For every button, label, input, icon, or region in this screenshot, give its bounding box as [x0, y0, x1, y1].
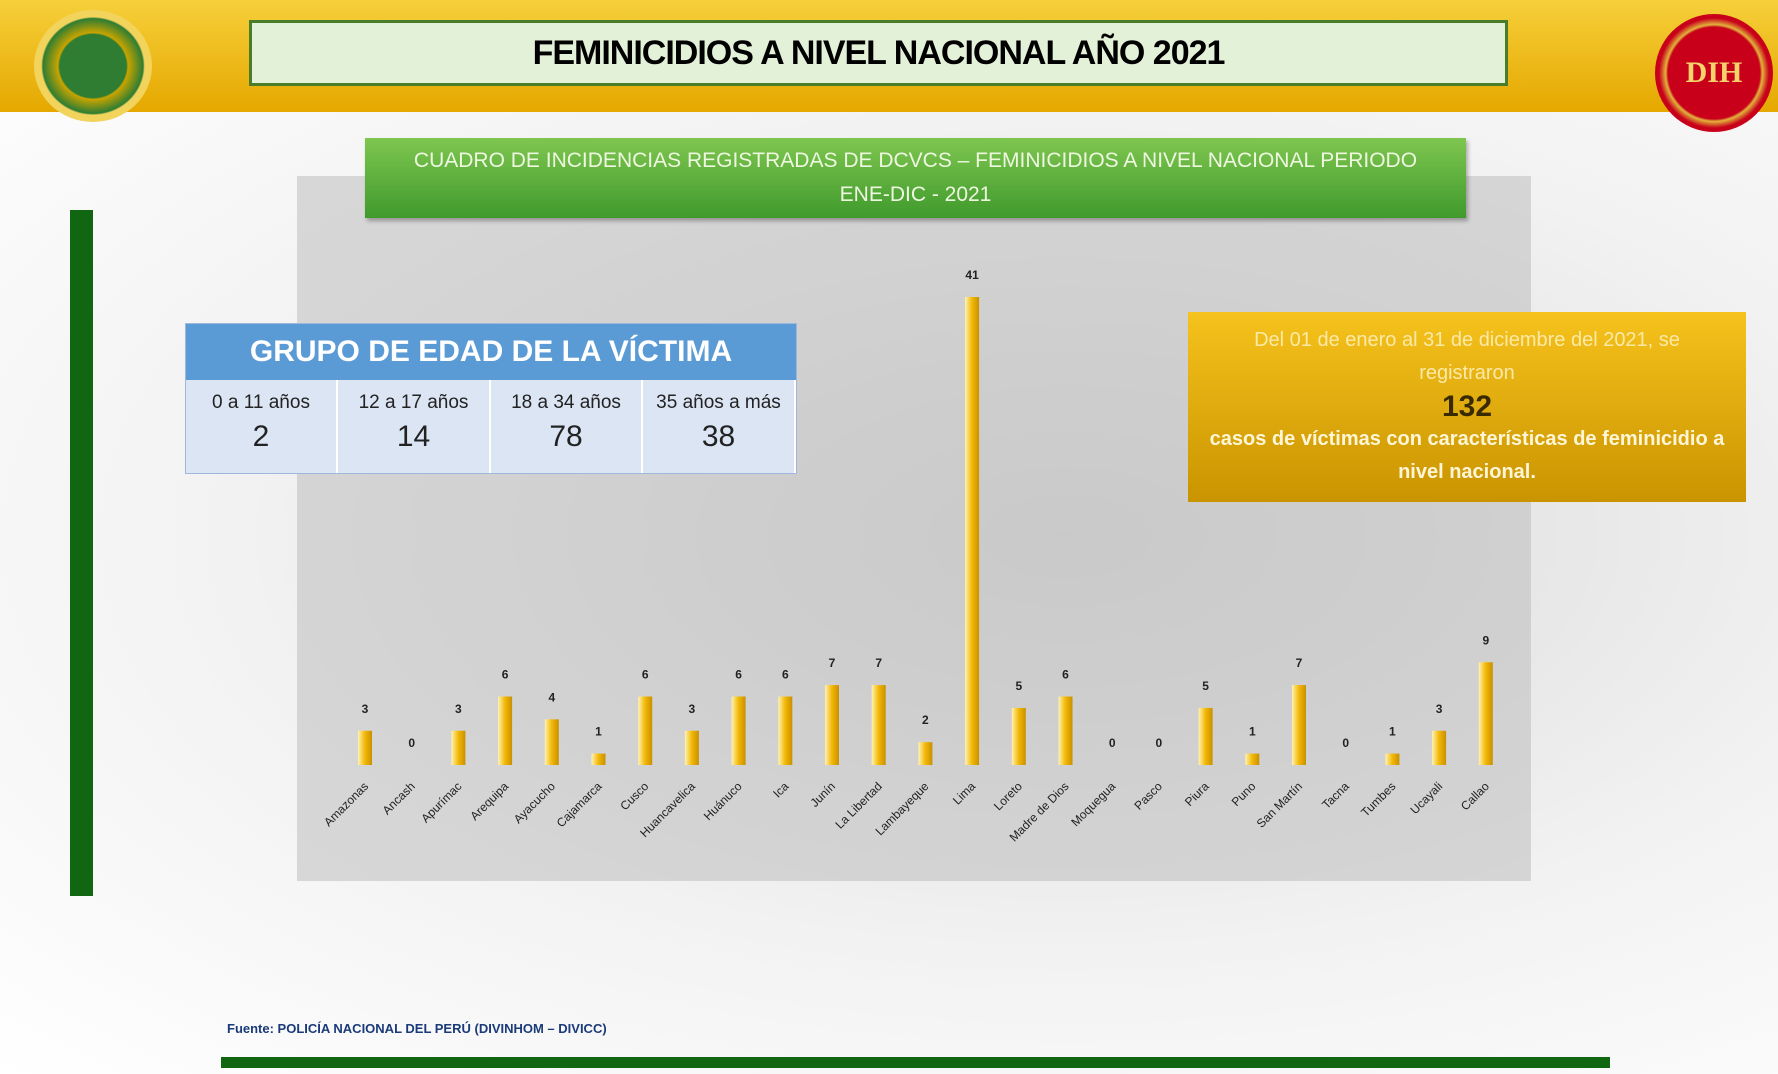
x-tick-label: San Martín	[1254, 779, 1305, 830]
bar	[1058, 696, 1073, 765]
bar	[591, 753, 606, 765]
bar	[1245, 753, 1260, 765]
x-tick-label: Apurímac	[418, 779, 464, 825]
value-label: 0	[1109, 736, 1116, 750]
x-tick-label: Ucayali	[1407, 779, 1445, 817]
bar	[1198, 707, 1213, 765]
callout: Del 01 de enero al 31 de diciembre del 2…	[1188, 312, 1746, 502]
value-label: 3	[689, 702, 696, 716]
value-label: 2	[922, 713, 929, 727]
side-bar	[70, 210, 93, 896]
age-label: 0 a 11 años	[212, 392, 310, 413]
x-tick-label: Amazonas	[321, 779, 371, 829]
callout-text: casos de víctimas con características de…	[1209, 428, 1725, 483]
value-label: 0	[1156, 736, 1163, 750]
age-label: 35 años a más	[656, 392, 781, 413]
age-column: 35 años a más 38	[644, 380, 796, 473]
value-label: 7	[829, 656, 836, 670]
bar	[918, 742, 933, 765]
age-column: 12 a 17 años 14	[339, 380, 491, 473]
age-table: GRUPO DE EDAD DE LA VÍCTIMA 0 a 11 años 2…	[185, 323, 797, 474]
age-value: 78	[549, 420, 583, 453]
age-column: 0 a 11 años 2	[186, 380, 338, 473]
chart-title: CUADRO DE INCIDENCIAS REGISTRADAS DE DCV…	[365, 138, 1466, 218]
x-tick-label: Piura	[1182, 779, 1212, 809]
page-title: FEMINICIDIOS A NIVEL NACIONAL AÑO 2021	[249, 20, 1508, 86]
value-label: 1	[1249, 725, 1256, 739]
value-label: 5	[1202, 679, 1209, 693]
age-value: 38	[701, 420, 736, 453]
x-tick-label: Tacna	[1319, 779, 1352, 812]
age-value: 2	[252, 420, 270, 453]
value-label: 7	[1296, 656, 1303, 670]
age-label: 12 a 17 años	[358, 392, 469, 413]
age-label: 18 a 34 años	[511, 392, 621, 413]
bar	[731, 696, 746, 765]
bar	[1292, 685, 1306, 765]
x-tick-label: Puno	[1229, 779, 1259, 809]
source: Fuente: POLICÍA NACIONAL DEL PERÚ (DIVIN…	[227, 1021, 607, 1036]
logo-right: DIH	[1655, 14, 1773, 132]
x-tick-label: Arequipa	[467, 779, 511, 823]
x-tick-label: Pasco	[1132, 779, 1166, 813]
value-label: 9	[1482, 633, 1489, 647]
age-value: 14	[396, 420, 431, 453]
value-label: 3	[455, 702, 462, 716]
bar	[498, 696, 513, 765]
x-tick-label: Loreto	[991, 779, 1025, 813]
bar	[965, 297, 980, 765]
bar	[451, 730, 466, 765]
bar	[544, 719, 559, 765]
x-tick-label: Tumbes	[1358, 779, 1398, 819]
x-tick-label: Cusco	[617, 779, 651, 813]
x-tick-label: Ancash	[380, 779, 418, 817]
value-label: 6	[1062, 668, 1069, 682]
value-label: 7	[875, 656, 882, 670]
value-label: 0	[1342, 736, 1349, 750]
bar	[1011, 707, 1026, 765]
x-tick-label: Callao	[1458, 779, 1492, 813]
bar	[1385, 753, 1400, 765]
x-tick-label: Moquegua	[1068, 779, 1118, 829]
value-label: 41	[965, 268, 979, 282]
bar	[684, 730, 699, 765]
x-tick-label: Junín	[807, 779, 838, 810]
x-tick-label: Ayacucho	[511, 779, 558, 826]
x-tick-label: Cajamarca	[554, 779, 605, 830]
x-tick-label: Lima	[950, 779, 979, 808]
bar	[1432, 730, 1447, 765]
value-label: 6	[735, 668, 742, 682]
logo-left	[34, 10, 152, 122]
value-label: 6	[502, 668, 509, 682]
callout-text: Del 01 de enero al 31 de diciembre del 2…	[1254, 329, 1680, 384]
age-column: 18 a 34 años 78	[491, 380, 643, 473]
bar	[1478, 662, 1493, 765]
age-table-title: GRUPO DE EDAD DE LA VÍCTIMA	[186, 324, 796, 380]
bar	[638, 696, 653, 765]
callout-number: 132	[1441, 390, 1493, 423]
x-tick-label: Ica	[770, 779, 791, 800]
bar	[778, 696, 793, 765]
value-label: 3	[1436, 702, 1443, 716]
value-label: 1	[1389, 725, 1396, 739]
value-label: 6	[642, 668, 649, 682]
value-label: 5	[1015, 679, 1022, 693]
x-tick-label: Huánuco	[701, 779, 745, 823]
bar	[358, 730, 372, 765]
bar	[871, 685, 886, 765]
value-label: 0	[408, 736, 415, 750]
value-label: 1	[595, 725, 602, 739]
value-label: 3	[362, 702, 369, 716]
value-label: 4	[548, 690, 555, 704]
bottom-line	[221, 1057, 1610, 1068]
bar	[825, 685, 839, 765]
value-label: 6	[782, 668, 789, 682]
